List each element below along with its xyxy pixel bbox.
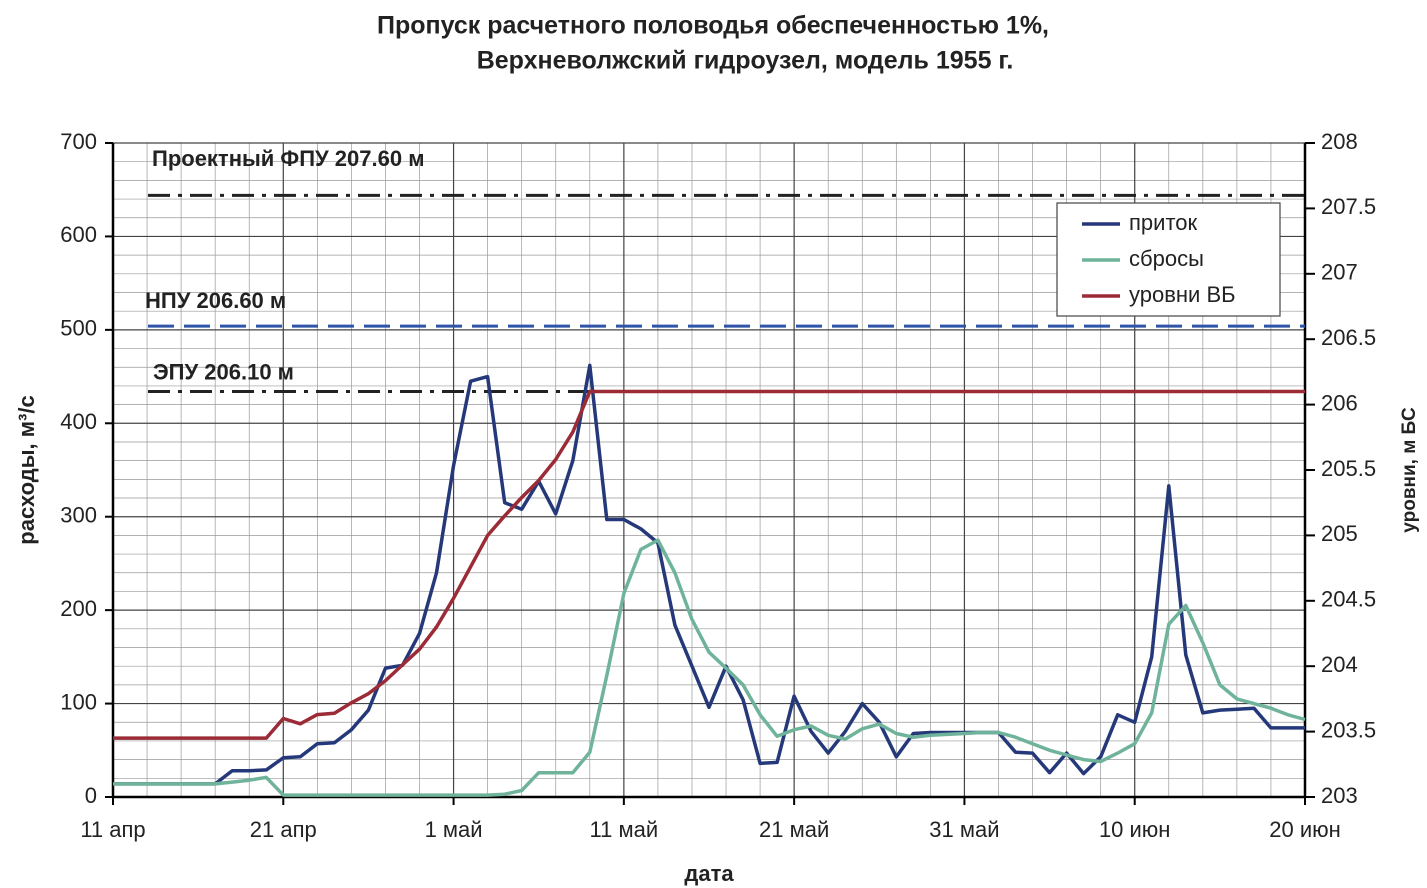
y2-tick-label: 203.5 xyxy=(1321,717,1376,742)
series-line xyxy=(113,389,1305,740)
x-tick-label: 11 май xyxy=(590,817,659,842)
y2-tick-label: 208 xyxy=(1321,129,1358,154)
y2-tick-label: 204.5 xyxy=(1321,587,1376,612)
reference-label: Проектный ФПУ 207.60 м xyxy=(152,146,425,171)
y-tick-label: 700 xyxy=(60,129,97,154)
series-line xyxy=(113,538,1306,797)
x-axis-label: дата xyxy=(684,861,734,886)
y2-tick-label: 206.5 xyxy=(1321,325,1376,350)
x-tick-label: 21 май xyxy=(759,817,829,842)
y2-tick-label: 206 xyxy=(1321,390,1358,415)
y2-tick-label: 207.5 xyxy=(1321,194,1376,219)
y2-axis-label: уровни, м БС xyxy=(1399,407,1420,533)
y-axis-label: расходы, м³/с xyxy=(14,395,39,544)
y-tick-label: 0 xyxy=(85,783,97,808)
y2-tick-label: 207 xyxy=(1321,260,1358,285)
y-tick-label: 200 xyxy=(60,596,97,621)
series-line xyxy=(113,363,1305,786)
y-tick-label: 100 xyxy=(60,689,97,714)
x-tick-label: 11 апр xyxy=(80,817,145,842)
y-tick-label: 600 xyxy=(60,222,97,247)
y2-tick-label: 204 xyxy=(1321,652,1358,677)
y-tick-label: 400 xyxy=(60,409,97,434)
x-tick-label: 21 апр xyxy=(250,817,317,842)
chart-title: Пропуск расчетного половодья обеспеченно… xyxy=(377,12,1049,40)
y-tick-label: 300 xyxy=(60,503,97,528)
y-tick-label: 500 xyxy=(60,316,97,341)
y2-tick-label: 203 xyxy=(1321,783,1358,808)
y2-tick-label: 205.5 xyxy=(1321,456,1376,481)
chart-title: Верхневолжский гидроузел, модель 1955 г. xyxy=(477,47,1014,75)
x-tick-label: 31 май xyxy=(929,817,999,842)
legend-label: сбросы xyxy=(1129,246,1204,271)
x-tick-label: 10 июн xyxy=(1099,817,1171,842)
legend-label: приток xyxy=(1129,210,1198,235)
legend-label: уровни ВБ xyxy=(1129,282,1236,307)
x-tick-label: 1 май xyxy=(425,817,483,842)
y2-tick-label: 205 xyxy=(1321,521,1358,546)
reference-label: ЭПУ 206.10 м xyxy=(153,359,294,384)
x-tick-label: 20 июн xyxy=(1269,817,1341,842)
reference-label: НПУ 206.60 м xyxy=(145,288,286,313)
